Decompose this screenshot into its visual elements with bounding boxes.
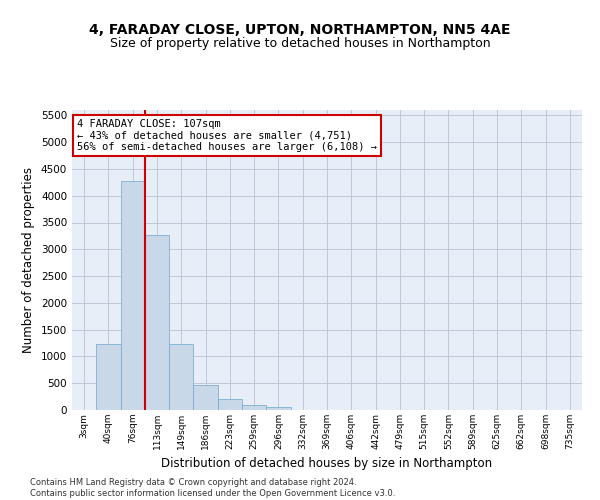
Text: Size of property relative to detached houses in Northampton: Size of property relative to detached ho… <box>110 38 490 51</box>
Bar <box>145 235 169 410</box>
Bar <box>218 400 242 410</box>
Bar <box>121 180 145 410</box>
Text: Contains HM Land Registry data © Crown copyright and database right 2024.
Contai: Contains HM Land Registry data © Crown c… <box>30 478 395 498</box>
Y-axis label: Number of detached properties: Number of detached properties <box>22 167 35 353</box>
X-axis label: Distribution of detached houses by size in Northampton: Distribution of detached houses by size … <box>161 458 493 470</box>
Bar <box>96 344 121 410</box>
Bar <box>169 344 193 410</box>
Text: 4, FARADAY CLOSE, UPTON, NORTHAMPTON, NN5 4AE: 4, FARADAY CLOSE, UPTON, NORTHAMPTON, NN… <box>89 22 511 36</box>
Text: 4 FARADAY CLOSE: 107sqm
← 43% of detached houses are smaller (4,751)
56% of semi: 4 FARADAY CLOSE: 107sqm ← 43% of detache… <box>77 119 377 152</box>
Bar <box>242 405 266 410</box>
Bar <box>266 407 290 410</box>
Bar <box>193 386 218 410</box>
